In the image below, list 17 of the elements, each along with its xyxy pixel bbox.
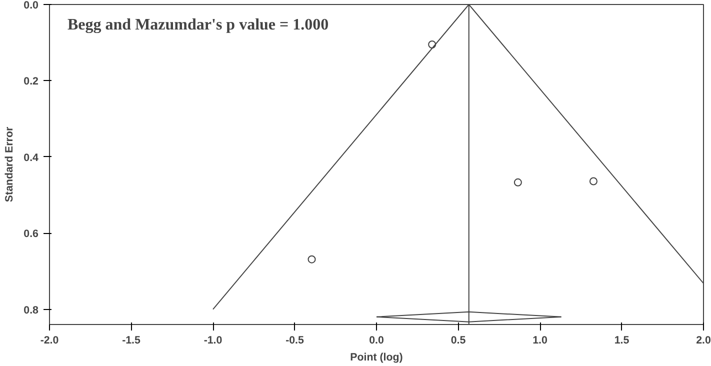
y-tick-label: 0.6 — [24, 228, 39, 240]
x-tick-label: 2.0 — [696, 334, 711, 346]
y-tick-label: 0.4 — [24, 152, 39, 164]
y-tick-label: 0.0 — [24, 0, 39, 12]
x-tick-label: 0.0 — [369, 334, 384, 346]
x-tick-label: -1.0 — [204, 334, 222, 346]
y-tick-label: 0.8 — [24, 304, 39, 316]
y-tick-label: 0.2 — [24, 76, 39, 88]
x-axis-title: Point (log) — [350, 352, 404, 364]
x-tick-label: -2.0 — [40, 334, 59, 346]
x-tick-label: -1.5 — [122, 334, 141, 346]
x-tick-label: 1.5 — [614, 334, 630, 346]
x-tick-label: 0.5 — [450, 334, 466, 346]
annotation: Begg and Mazumdar's p value = 1.000 — [68, 16, 329, 34]
x-tick-label: 1.0 — [532, 334, 548, 346]
x-tick-label: -0.5 — [286, 334, 304, 346]
y-axis-title: Standard Error — [4, 126, 16, 202]
